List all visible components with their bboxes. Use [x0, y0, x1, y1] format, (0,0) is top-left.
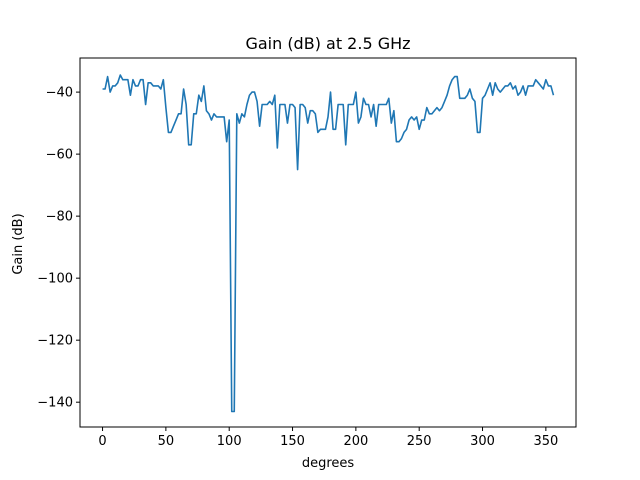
- x-tick-label: 250: [407, 434, 432, 449]
- plot-area: [102, 74, 555, 413]
- x-tick-label: 300: [470, 434, 495, 449]
- y-tick-label: −140: [37, 396, 73, 411]
- y-tick-label: −60: [46, 148, 73, 163]
- y-tick-label: −120: [37, 334, 73, 349]
- x-axis: 0 50 100 150 200 250 300 350: [98, 427, 558, 449]
- x-tick-label: 200: [343, 434, 368, 449]
- x-axis-label: degrees: [302, 456, 355, 471]
- series-line-0: [102, 74, 555, 413]
- y-tick-label: −100: [37, 272, 73, 287]
- x-tick-label: 150: [280, 434, 305, 449]
- x-tick-label: 50: [158, 434, 175, 449]
- y-axis-label: Gain (dB): [11, 213, 26, 274]
- x-tick-label: 0: [98, 434, 106, 449]
- chart-title: Gain (dB) at 2.5 GHz: [245, 34, 410, 53]
- axes-frame: [79, 57, 577, 428]
- y-tick-label: −40: [46, 86, 73, 101]
- x-tick-label: 350: [533, 434, 558, 449]
- x-tick-label: 100: [217, 434, 242, 449]
- y-tick-label: −80: [46, 210, 73, 225]
- y-axis: −140 −120 −100 −80 −60 −40: [37, 86, 80, 411]
